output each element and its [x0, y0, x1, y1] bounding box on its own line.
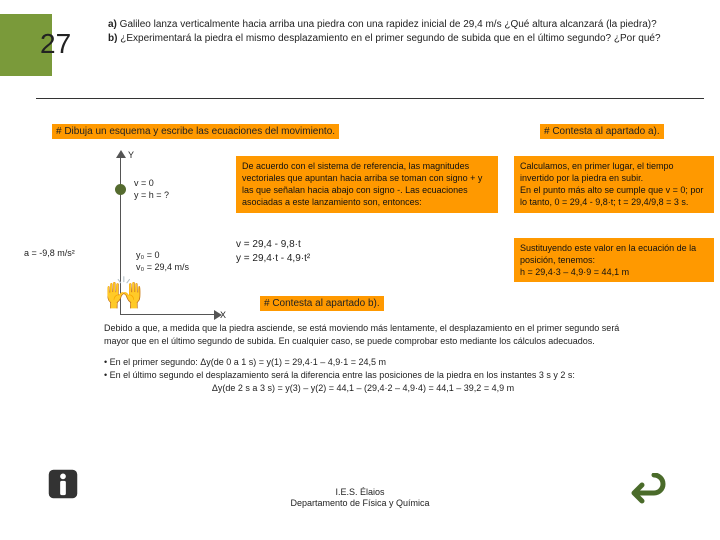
- acceleration-text: a = -9,8 m/s²: [24, 248, 75, 258]
- motion-diagram: Y X v = 0 y = h = ? y₀ = 0 v₀ = 29,4 m/s…: [20, 154, 220, 334]
- y-axis-label: Y: [128, 150, 134, 160]
- y-axis-arrow: [116, 150, 126, 158]
- instruction-answer-a: # Contesta al apartado a).: [540, 124, 664, 139]
- footer-dept: Departamento de Física y Química: [290, 498, 429, 508]
- problem-b-text: ¿Experimentará la piedra el mismo despla…: [117, 33, 660, 44]
- stone-state-text: v = 0 y = h = ?: [134, 178, 169, 201]
- instruction-draw: # Dibuja un esquema y escribe las ecuaci…: [52, 124, 339, 139]
- footer-school: I.E.S. Élaios: [335, 487, 384, 497]
- info-icon[interactable]: [44, 465, 82, 512]
- calc-time-to-top: Calculamos, en primer lugar, el tiempo i…: [514, 156, 714, 213]
- answer-b-bullet2: • En el último segundo el desplazamiento…: [104, 369, 622, 382]
- problem-a-text: Galileo lanza verticalmente hacia arriba…: [117, 19, 657, 30]
- problem-statement: a) Galileo lanza verticalmente hacia arr…: [108, 18, 704, 45]
- footer: I.E.S. Élaios Departamento de Física y Q…: [0, 487, 720, 510]
- answer-b-line3: Δy(de 2 s a 3 s) = y(3) – y(2) = 44,1 – …: [104, 382, 622, 395]
- problem-a-label: a): [108, 19, 117, 30]
- instruction-answer-b: # Contesta al apartado b).: [260, 296, 384, 311]
- page-number: 27: [40, 28, 71, 60]
- calc-max-height: Sustituyendo este valor en la ecuación d…: [514, 238, 714, 282]
- stone-marker: [115, 184, 126, 195]
- explanation-sign-convention: De acuerdo con el sistema de referencia,…: [236, 156, 498, 213]
- person-icon: 🙌: [104, 274, 144, 312]
- x-axis-label: X: [220, 310, 226, 320]
- page-number-block: 27: [0, 14, 90, 76]
- divider: [36, 98, 704, 99]
- answer-b-bullet1: • En el primer segundo: Δy(de 0 a 1 s) =…: [104, 356, 622, 369]
- x-axis: [120, 314, 216, 315]
- answer-b-intro: Debido a que, a medida que la piedra asc…: [104, 322, 622, 348]
- motion-equations: v = 29,4 - 9,8·t y = 29,4·t - 4,9·t²: [236, 238, 310, 266]
- back-icon[interactable]: [628, 473, 668, 512]
- origin-state-text: y₀ = 0 v₀ = 29,4 m/s: [136, 250, 189, 273]
- answer-part-b: Debido a que, a medida que la piedra asc…: [104, 322, 622, 395]
